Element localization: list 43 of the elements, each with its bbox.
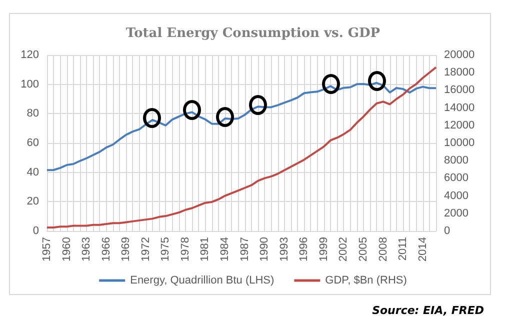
y-tick-label: 0 bbox=[32, 225, 39, 237]
source-note: Source: EIA, FRED bbox=[372, 304, 484, 317]
x-tick-label: 2011 bbox=[397, 237, 410, 261]
y2-tick-label: 14000 bbox=[444, 102, 475, 114]
x-tick-label: 2014 bbox=[416, 237, 429, 262]
x-tick-label: 1966 bbox=[100, 237, 112, 262]
y-tick-label: 20 bbox=[26, 196, 39, 208]
x-tick-label: 1981 bbox=[199, 237, 212, 262]
y2-tick-label: 2000 bbox=[444, 207, 468, 220]
y2-tick-label: 12000 bbox=[444, 119, 475, 132]
y2-tick-label: 18000 bbox=[444, 66, 475, 79]
x-tick-label: 1972 bbox=[140, 237, 152, 262]
x-tick-label: 1969 bbox=[120, 237, 132, 262]
y-tick-label: 100 bbox=[20, 78, 39, 90]
y-tick-label: 80 bbox=[26, 108, 39, 120]
x-tick-label: 1993 bbox=[278, 237, 290, 262]
x-tick-label: 1978 bbox=[179, 237, 192, 262]
y2-tick-label: 6000 bbox=[444, 172, 468, 184]
x-tick-label: 1987 bbox=[238, 237, 251, 262]
y2-tick-label: 16000 bbox=[444, 84, 475, 96]
y-tick-label: 40 bbox=[26, 166, 39, 178]
x-tick-label: 1960 bbox=[60, 237, 73, 262]
x-tick-label: 1984 bbox=[219, 237, 232, 262]
legend-label: Energy, Quadrillion Btu (LHS) bbox=[130, 274, 274, 286]
x-tick-label: 1996 bbox=[298, 237, 310, 262]
y2-tick-label: 4000 bbox=[444, 190, 468, 202]
y-tick-label: 60 bbox=[26, 137, 39, 149]
y2-tick-label: 8000 bbox=[444, 154, 468, 167]
y2-tick-label: 0 bbox=[444, 225, 450, 237]
legend-label: GDP, $Bn (RHS) bbox=[325, 274, 407, 286]
y2-tick-label: 10000 bbox=[444, 137, 475, 149]
x-tick-label: 1999 bbox=[318, 237, 330, 262]
x-tick-label: 2008 bbox=[377, 237, 390, 262]
chart-title: Total Energy Consumption vs. GDP bbox=[126, 26, 380, 41]
x-tick-label: 1975 bbox=[160, 237, 172, 262]
line-series bbox=[46, 66, 437, 228]
x-tick-label: 2002 bbox=[338, 237, 350, 262]
y2-tick-label: 20000 bbox=[444, 49, 475, 61]
y-tick-label: 120 bbox=[20, 49, 39, 61]
x-tick-label: 1990 bbox=[258, 237, 271, 262]
x-tick-label: 1963 bbox=[80, 237, 93, 262]
x-tick-label: 2005 bbox=[357, 237, 370, 262]
x-tick-label: 1957 bbox=[41, 237, 53, 262]
